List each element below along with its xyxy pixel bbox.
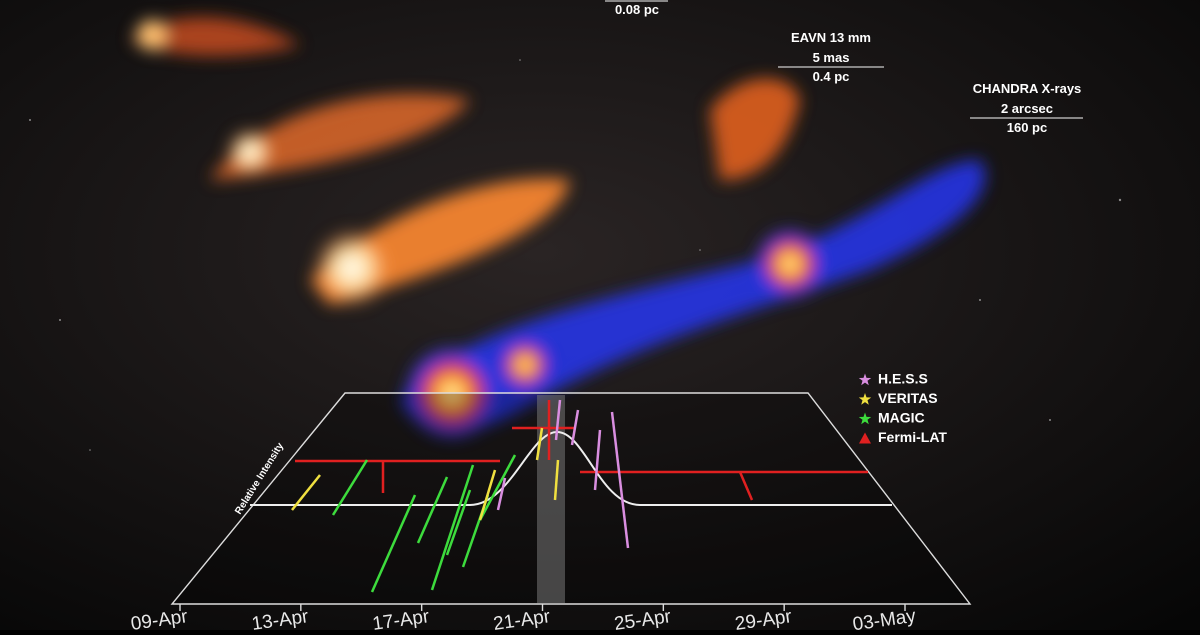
radio-jets — [130, 17, 800, 308]
scale-instrument: CHANDRA X-rays — [973, 81, 1082, 96]
legend-label: MAGIC — [878, 410, 925, 426]
scale-size: 160 pc — [1007, 120, 1047, 135]
scale-size: 0.08 pc — [615, 2, 659, 17]
legend-symbol — [858, 412, 872, 425]
legend-symbol — [858, 393, 872, 405]
legend-label: VERITAS — [878, 390, 938, 406]
scale-angle: 5 mas — [813, 50, 850, 65]
legend: H.E.S.S VERITAS MAGIC Fermi-LAT — [858, 371, 947, 445]
legend-label: H.E.S.S — [878, 371, 928, 387]
scale-size: 0.4 pc — [813, 69, 850, 84]
legend-symbol — [859, 432, 871, 444]
scale-instrument: EAVN 13 mm — [791, 30, 871, 45]
data-points — [291, 399, 868, 593]
legend-symbol — [858, 373, 872, 386]
scale-angle: 2 arcsec — [1001, 101, 1053, 116]
stars — [29, 59, 1122, 451]
scale-bars — [605, 0, 1083, 119]
plot-frame — [170, 392, 972, 605]
legend-label: Fermi-LAT — [878, 429, 947, 445]
flare-band — [537, 395, 565, 603]
